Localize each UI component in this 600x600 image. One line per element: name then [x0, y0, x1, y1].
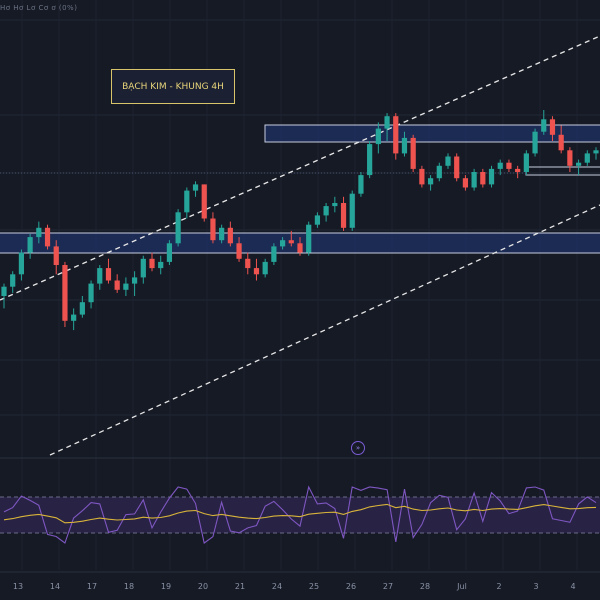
candle-body	[367, 144, 373, 176]
candle-body	[236, 243, 242, 259]
candle-body	[297, 243, 303, 253]
candle-body	[497, 162, 503, 169]
candle-body	[105, 268, 112, 281]
candle-body	[175, 212, 181, 244]
chart-title: BẠCH KIM - KHUNG 4H	[122, 81, 224, 92]
x-tick-label: 27	[383, 582, 393, 591]
candle-body	[97, 268, 103, 284]
candle-body	[332, 203, 338, 207]
candle-body	[114, 280, 120, 290]
x-tick-label: 21	[235, 582, 245, 591]
candle-body	[288, 240, 294, 244]
x-tick-label: 19	[161, 582, 171, 591]
candle-body	[410, 137, 416, 169]
x-tick-label: 26	[346, 582, 356, 591]
x-tick-label: 28	[420, 582, 430, 591]
candle-body	[401, 137, 408, 154]
candle-body	[158, 261, 164, 269]
candle-body	[27, 237, 33, 253]
x-tick-label: 13	[13, 582, 23, 591]
candle-body	[210, 218, 216, 241]
candle-body	[567, 150, 573, 166]
candle-body	[1, 286, 7, 296]
candle-body	[201, 184, 207, 219]
candle-body	[271, 246, 277, 262]
candle-body	[375, 128, 381, 145]
candle-body	[227, 227, 233, 244]
x-tick-label: 14	[50, 582, 60, 591]
candle-body	[549, 119, 556, 135]
candle-body	[262, 261, 268, 275]
rsi-band	[0, 497, 600, 533]
scroll-to-realtime-button[interactable]: »	[351, 441, 365, 455]
channel-upper-line	[0, 35, 600, 301]
candle-body	[62, 265, 68, 321]
candle-body	[184, 190, 190, 213]
candle-body	[532, 131, 538, 154]
candle-body	[358, 175, 364, 194]
candle-body	[166, 243, 173, 262]
x-tick-label: 3	[533, 582, 538, 591]
candle-body	[149, 258, 155, 269]
x-tick-label: 20	[198, 582, 208, 591]
candle-body	[471, 172, 477, 188]
candle-body	[79, 302, 85, 315]
candle-body	[427, 178, 434, 185]
x-tick-label: 2	[496, 582, 501, 591]
resistance-zone	[264, 124, 600, 143]
candle-body	[349, 193, 355, 228]
candle-body	[253, 268, 260, 275]
ohlc-readout: Hơ Hơ Lơ Cơ ơ (0%)	[0, 4, 77, 12]
candle-body	[192, 184, 199, 191]
candle-body	[523, 153, 529, 172]
rsi-ma-line	[3, 503, 597, 524]
minor-zone	[525, 166, 600, 176]
candle-body	[515, 168, 521, 172]
candle-body	[18, 252, 25, 275]
candle-body	[131, 277, 138, 284]
x-tick-label: 24	[272, 582, 282, 591]
candle-body	[384, 116, 390, 129]
candle-body	[71, 314, 77, 321]
candle-body	[584, 153, 590, 163]
candle-body	[44, 227, 51, 247]
candle-body	[88, 283, 94, 303]
x-tick-label: 25	[309, 582, 319, 591]
candle-body	[140, 258, 146, 278]
channel-lower-line	[49, 204, 600, 456]
candle-body	[462, 178, 469, 188]
chart-title-box[interactable]: BẠCH KIM - KHUNG 4H	[111, 69, 235, 104]
candle-body	[279, 240, 286, 247]
candle-body	[219, 227, 225, 241]
chevron-double-right-icon: »	[355, 444, 361, 452]
candle-body	[306, 224, 312, 253]
candle-body	[245, 258, 251, 269]
candle-body	[393, 116, 399, 154]
candle-body	[488, 168, 495, 185]
x-tick-label: Jul	[456, 582, 467, 591]
x-tick-label: 17	[87, 582, 97, 591]
rsi-line	[3, 485, 597, 544]
candle-body	[419, 168, 425, 185]
candle-body	[314, 215, 321, 225]
candle-body	[436, 165, 442, 179]
candle-body	[10, 274, 16, 287]
ohlc-text: Hơ Hơ Lơ Cơ ơ (0%)	[0, 4, 78, 12]
candle-body	[506, 162, 512, 169]
candle-body	[541, 119, 547, 132]
x-tick-label: 4	[570, 582, 575, 591]
candle-body	[593, 150, 599, 154]
candle-body	[454, 156, 460, 179]
x-tick-label: 18	[124, 582, 134, 591]
candle-body	[558, 134, 564, 151]
candle-body	[36, 227, 42, 238]
candle-body	[323, 206, 329, 216]
candle-body	[340, 203, 347, 228]
candle-body	[575, 162, 582, 166]
candle-body	[53, 246, 59, 265]
candle-body	[480, 172, 486, 185]
candle-body	[445, 156, 451, 166]
candle-body	[123, 283, 129, 290]
